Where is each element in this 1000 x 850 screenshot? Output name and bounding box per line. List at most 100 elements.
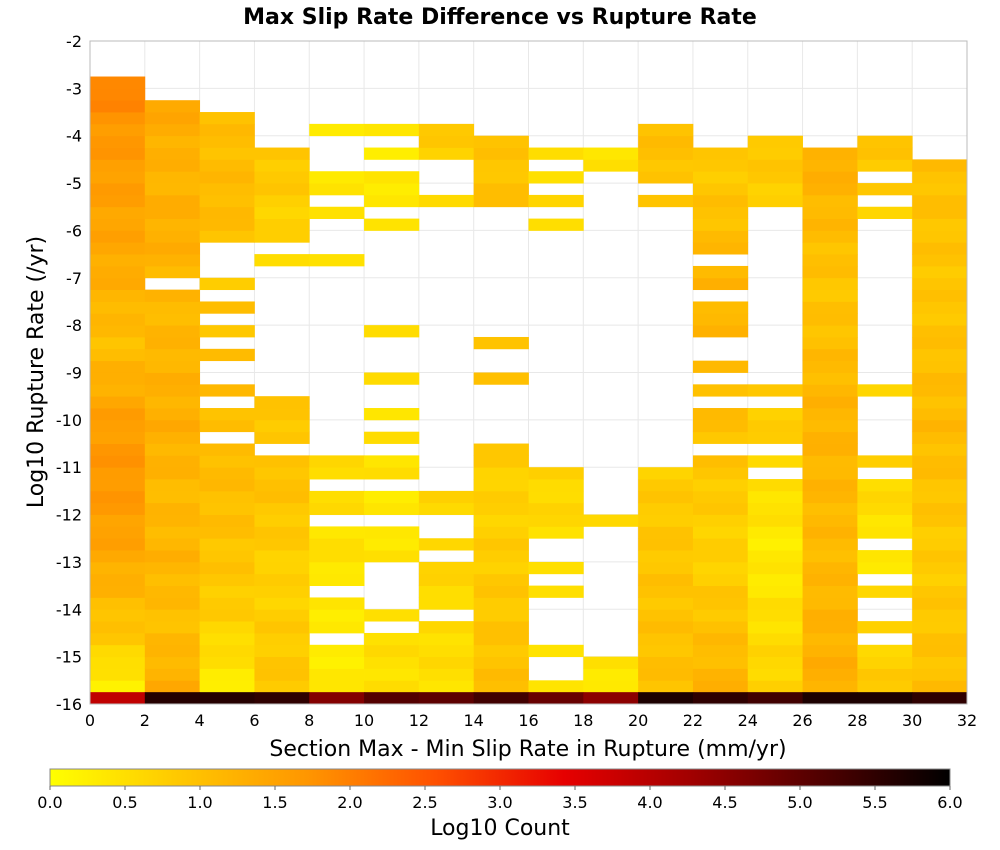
- heatmap-cell: [528, 561, 584, 575]
- heatmap-cell: [912, 609, 968, 622]
- heatmap-cell: [144, 419, 201, 433]
- heatmap-cell: [90, 609, 146, 622]
- heatmap-cell: [802, 194, 858, 208]
- heatmap-cell: [528, 147, 584, 160]
- heatmap-cell: [254, 656, 310, 669]
- heatmap-cell: [144, 597, 201, 610]
- heatmap-cell: [747, 455, 803, 468]
- x-tick-label: 10: [354, 711, 374, 730]
- heatmap-cell: [747, 502, 803, 515]
- heatmap-cell: [254, 621, 310, 634]
- heatmap-cell: [638, 561, 694, 575]
- heatmap-cell: [199, 526, 255, 539]
- heatmap-cell: [802, 265, 858, 279]
- heatmap-cell: [254, 538, 310, 551]
- heatmap-cell: [638, 668, 694, 681]
- heatmap-cell: [692, 147, 749, 160]
- heatmap-cell: [254, 147, 310, 160]
- heatmap-cell: [802, 396, 858, 409]
- heatmap-cell: [802, 242, 858, 255]
- heatmap-cell: [254, 526, 310, 539]
- heatmap-cell: [912, 467, 968, 480]
- heatmap-cell: [199, 502, 255, 515]
- heatmap-cell: [912, 656, 968, 669]
- heatmap-cell: [912, 585, 968, 598]
- heatmap-cell: [692, 656, 749, 669]
- heatmap-cells: [90, 76, 968, 704]
- heatmap-cell-bottom: [802, 692, 858, 704]
- heatmap-cell: [199, 490, 255, 504]
- colorbar-tick-label: 2.5: [412, 793, 437, 812]
- heatmap-cell: [638, 514, 694, 527]
- heatmap-cell: [199, 135, 255, 148]
- heatmap-cell: [747, 680, 803, 693]
- heatmap-cell: [912, 479, 968, 492]
- x-tick-label: 26: [792, 711, 812, 730]
- heatmap-cell: [144, 538, 201, 551]
- heatmap-cell: [473, 597, 529, 610]
- heatmap-cell: [309, 644, 365, 658]
- heatmap-cell: [254, 159, 310, 172]
- heatmap-cell: [144, 431, 201, 444]
- heatmap-cell: [802, 254, 858, 267]
- heatmap-cell: [144, 621, 201, 634]
- heatmap-cell: [692, 455, 749, 468]
- heatmap-cell: [912, 396, 968, 409]
- heatmap-cell: [199, 183, 255, 196]
- plot-border: [89, 40, 968, 705]
- heatmap-cell: [254, 408, 310, 421]
- heatmap-cell: [473, 526, 529, 539]
- heatmap-cell: [638, 644, 694, 658]
- heatmap-cell: [144, 360, 201, 373]
- heatmap-cell: [857, 561, 913, 575]
- heatmap-cell: [309, 656, 365, 669]
- heatmap-cell: [802, 325, 858, 338]
- heatmap-cell: [802, 183, 858, 196]
- heatmap-cell: [90, 76, 146, 89]
- heatmap-cell: [528, 171, 584, 184]
- heatmap-cell: [90, 183, 146, 196]
- heatmap-cell: [364, 183, 420, 196]
- heatmap-cell: [912, 419, 968, 433]
- heatmap-cell: [199, 680, 255, 693]
- heatmap-cell: [364, 455, 420, 468]
- heatmap-cell: [747, 656, 803, 669]
- heatmap-cell: [144, 206, 201, 219]
- heatmap-cell: [254, 171, 310, 184]
- heatmap-cell: [912, 526, 968, 539]
- heatmap-cell: [473, 194, 529, 208]
- colorbar-tick-labels: 0.0 0.5 1.0 1.5 2.0 2.5 3.0 3.5 4.0 4.5 5.0 5.5 6.0: [37, 786, 963, 812]
- heatmap-cell: [364, 123, 420, 137]
- heatmap-cell: [692, 419, 749, 433]
- x-tick-label: 18: [573, 711, 593, 730]
- heatmap-cell: [199, 206, 255, 219]
- heatmap-cell: [90, 100, 146, 113]
- heatmap-cell: [747, 538, 803, 551]
- heatmap-cell: [912, 668, 968, 681]
- heatmap-cell: [802, 680, 858, 693]
- heatmap-cell: [747, 183, 803, 196]
- heatmap-cell: [802, 218, 858, 231]
- colorbar-tick-label: 3.5: [562, 793, 587, 812]
- heatmap-cell-bottom: [254, 692, 310, 704]
- heatmap-cell: [638, 147, 694, 160]
- heatmap-cell: [747, 597, 803, 610]
- heatmap-cell: [473, 135, 529, 148]
- heatmap-cell: [254, 396, 310, 409]
- x-axis-label: Section Max - Min Slip Rate in Rupture (…: [269, 737, 786, 762]
- heatmap-cell: [857, 526, 913, 539]
- heatmap-cell: [90, 360, 146, 373]
- heatmap-cell: [473, 479, 529, 492]
- heatmap-cell: [309, 538, 365, 551]
- heatmap-cell: [747, 479, 803, 492]
- heatmap-cell: [802, 159, 858, 172]
- heatmap-cell: [90, 277, 146, 291]
- heatmap-cell: [473, 585, 529, 598]
- heatmap-cell: [90, 88, 146, 101]
- heatmap-cell: [528, 585, 584, 598]
- heatmap-cell: [473, 514, 529, 527]
- heatmap-cell: [912, 680, 968, 693]
- heatmap-cell: [473, 656, 529, 669]
- heatmap-cell: [912, 301, 968, 314]
- heatmap-cell: [747, 194, 803, 208]
